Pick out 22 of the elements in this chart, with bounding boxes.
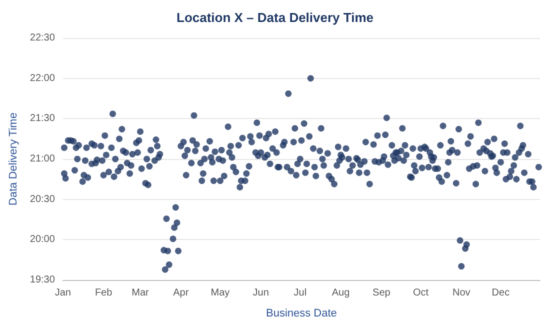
- x-tick-label: Aug: [332, 288, 350, 298]
- x-tick-label: Dec: [492, 288, 510, 298]
- x-tick-label: May: [210, 288, 230, 298]
- x-axis-title: Business Date: [266, 308, 337, 320]
- x-tick-label: Apr: [173, 288, 190, 298]
- x-tick-label: Jun: [252, 288, 269, 298]
- x-tick-label: Mar: [132, 288, 150, 298]
- x-tick-label: Sep: [372, 288, 391, 298]
- y-tick-label: 20:00: [30, 234, 56, 246]
- x-tick-label: Jul: [294, 288, 307, 298]
- y-tick-label: 21:30: [30, 113, 56, 124]
- y-tick-label: 20:30: [30, 194, 56, 205]
- y-tick-label: 22:00: [30, 72, 56, 84]
- y-axis-title: Data Delivery Time: [8, 112, 20, 206]
- chart-title: Location X – Data Delivery Time: [176, 10, 374, 25]
- x-tick-label: Oct: [412, 288, 429, 298]
- x-tick-label: Jan: [54, 288, 71, 298]
- y-tick-label: 19:30: [30, 274, 56, 286]
- y-tick-label: 21:00: [30, 154, 56, 164]
- x-tick-label: Feb: [94, 288, 113, 298]
- y-tick-label: 22:30: [30, 32, 56, 44]
- x-tick-label: Nov: [452, 288, 470, 298]
